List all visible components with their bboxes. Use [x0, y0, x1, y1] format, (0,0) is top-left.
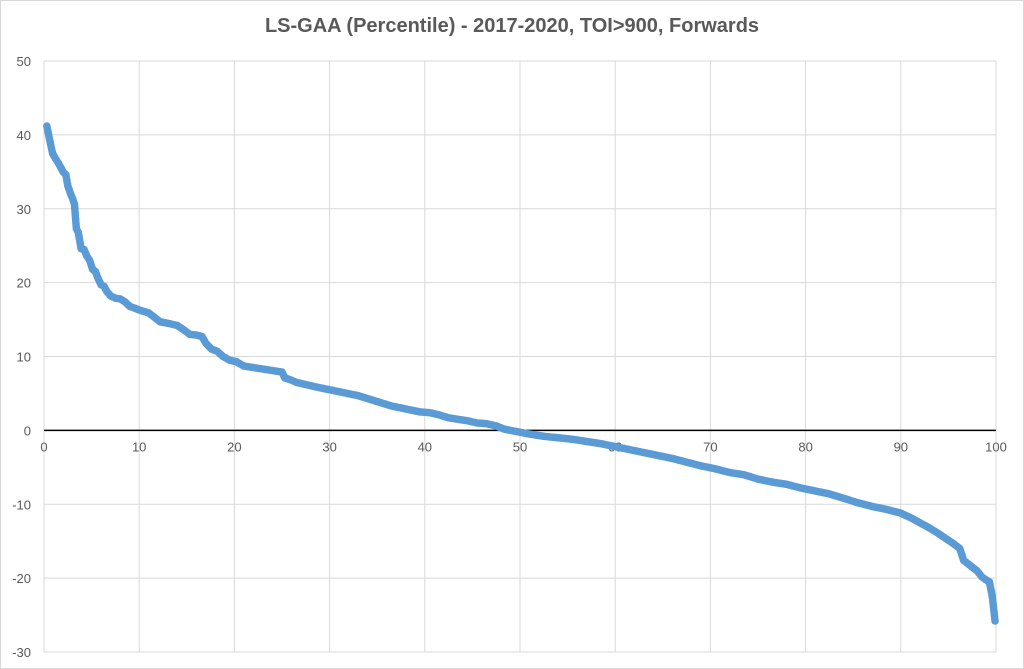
data-point [991, 617, 999, 625]
x-tick-label: 50 [513, 439, 527, 454]
y-tick-label: 30 [17, 202, 31, 217]
y-tick-label: 20 [17, 276, 31, 291]
chart-title: LS-GAA (Percentile) - 2017-2020, TOI>900… [264, 15, 760, 37]
x-tick-label: 10 [132, 439, 146, 454]
x-tick-label: 100 [985, 439, 1007, 454]
x-tick-label: 90 [894, 439, 908, 454]
x-tick-label: 20 [227, 439, 241, 454]
y-tick-label: -20 [12, 571, 31, 586]
x-tick-label: 0 [40, 439, 47, 454]
data-points [43, 122, 999, 625]
y-tick-label: 0 [24, 423, 31, 438]
y-tick-label: 40 [17, 128, 31, 143]
y-tick-label: 10 [17, 350, 31, 365]
x-tick-labels: 0102030405060708090100 [40, 439, 1006, 454]
x-tick-label: 70 [703, 439, 717, 454]
x-tick-label: 30 [322, 439, 336, 454]
y-tick-label: -30 [12, 645, 31, 660]
x-tick-label: 40 [418, 439, 432, 454]
y-tick-label: -10 [12, 497, 31, 512]
x-tick-label: 80 [798, 439, 812, 454]
y-tick-labels: -30 -20 -10 0 10 20 30 40 50 [12, 54, 31, 660]
y-tick-label: 50 [17, 54, 31, 69]
